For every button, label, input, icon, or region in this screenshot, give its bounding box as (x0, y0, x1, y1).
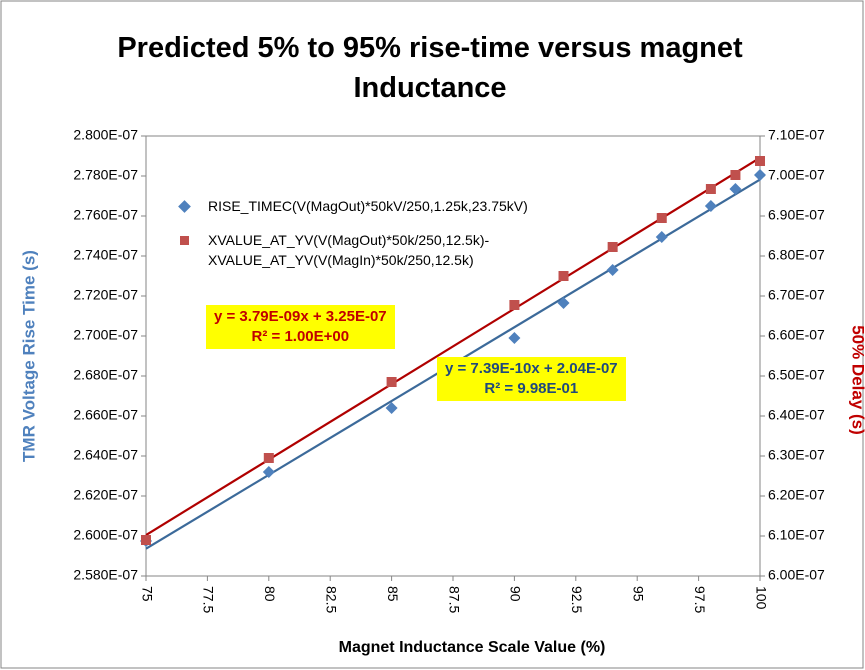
y-tick-label: 2.680E-07 (73, 367, 138, 383)
point (262, 466, 275, 478)
equation-text: y = 3.79E-09x + 3.25E-07 (214, 308, 387, 325)
x-tick-label: 85 (385, 586, 401, 602)
point (558, 271, 569, 281)
y2-tick-label: 6.80E-07 (768, 247, 825, 263)
y-tick-label: 2.720E-07 (73, 287, 138, 303)
y-tick-label: 2.780E-07 (73, 167, 138, 183)
legend-label: RISE_TIMEC(V(MagOut)*50kV/250,1.25k,23.7… (208, 198, 528, 214)
x-tick-label: 87.5 (446, 586, 462, 613)
y2-tick-label: 7.10E-07 (768, 127, 825, 143)
x-axis-label: Magnet Inductance Scale Value (%) (339, 639, 606, 656)
trendline-equation: y = 7.39E-10x + 2.04E-07 R² = 9.98E-01 (437, 357, 626, 401)
point (508, 332, 521, 344)
y-tick-label: 2.760E-07 (73, 207, 138, 223)
point (655, 231, 668, 243)
point (656, 213, 667, 223)
y2-tick-label: 6.10E-07 (768, 527, 825, 543)
point (509, 300, 520, 310)
r-squared-text: R² = 9.98E-01 (484, 380, 579, 397)
point (729, 183, 742, 195)
point (754, 169, 766, 181)
point (263, 453, 274, 463)
y2-axis-label: 50% Delay (s) (849, 325, 865, 435)
point (385, 402, 398, 414)
chart-title: Predicted 5% to 95% rise-time versus mag… (117, 32, 743, 104)
y2-tick-label: 6.60E-07 (768, 327, 825, 343)
equation-text: y = 7.39E-10x + 2.04E-07 (445, 360, 618, 377)
y2-tick-label: 6.50E-07 (768, 367, 825, 383)
trendline-equation: y = 3.79E-09x + 3.25E-07 R² = 1.00E+00 (206, 305, 395, 349)
y2-tick-label: 6.90E-07 (768, 207, 825, 223)
y2-tick-label: 6.20E-07 (768, 487, 825, 503)
y-tick-label: 2.600E-07 (73, 527, 138, 543)
y-tick-label: 2.700E-07 (73, 327, 138, 343)
legend-marker (178, 200, 191, 213)
legend-item: XVALUE_AT_YV(V(MagOut)*50k/250,12.5k)-XV… (172, 230, 592, 270)
legend-label: XVALUE_AT_YV(V(MagOut)*50k/250,12.5k)-XV… (208, 232, 490, 268)
y2-tick-label: 7.00E-07 (768, 167, 825, 183)
y2-tick-label: 6.00E-07 (768, 567, 825, 583)
y-tick-label: 2.580E-07 (73, 567, 138, 583)
x-tick-label: 82.5 (323, 586, 339, 613)
point (755, 156, 765, 166)
point (704, 200, 717, 212)
y-tick-label: 2.620E-07 (73, 487, 138, 503)
point (141, 535, 151, 545)
y-tick-label: 2.640E-07 (73, 447, 138, 463)
point (557, 297, 570, 309)
x-tick-label: 77.5 (201, 586, 217, 613)
x-tick-label: 80 (262, 586, 278, 602)
x-tick-label: 90 (508, 586, 524, 602)
point (730, 170, 741, 180)
r-squared-text: R² = 1.00E+00 (251, 328, 350, 345)
y2-tick-label: 6.40E-07 (768, 407, 825, 423)
legend-item: RISE_TIMEC(V(MagOut)*50kV/250,1.25k,23.7… (172, 196, 592, 216)
legend: RISE_TIMEC(V(MagOut)*50kV/250,1.25k,23.7… (172, 196, 592, 284)
point (607, 242, 618, 252)
y-tick-label: 2.660E-07 (73, 407, 138, 423)
y-tick-label: 2.800E-07 (73, 127, 138, 143)
y-axis-label: TMR Voltage Rise Time (s) (19, 250, 38, 462)
x-tick-label: 92.5 (569, 586, 585, 613)
x-tick-label: 100 (753, 586, 769, 610)
x-tick-label: 97.5 (692, 586, 708, 613)
point (705, 184, 716, 194)
y2-tick-label: 6.30E-07 (768, 447, 825, 463)
x-tick-label: 95 (630, 586, 646, 602)
x-tick-label: 75 (139, 586, 155, 602)
y2-tick-label: 6.70E-07 (768, 287, 825, 303)
legend-marker (180, 236, 189, 245)
y-tick-label: 2.740E-07 (73, 247, 138, 263)
point (606, 264, 619, 276)
point (386, 377, 397, 387)
